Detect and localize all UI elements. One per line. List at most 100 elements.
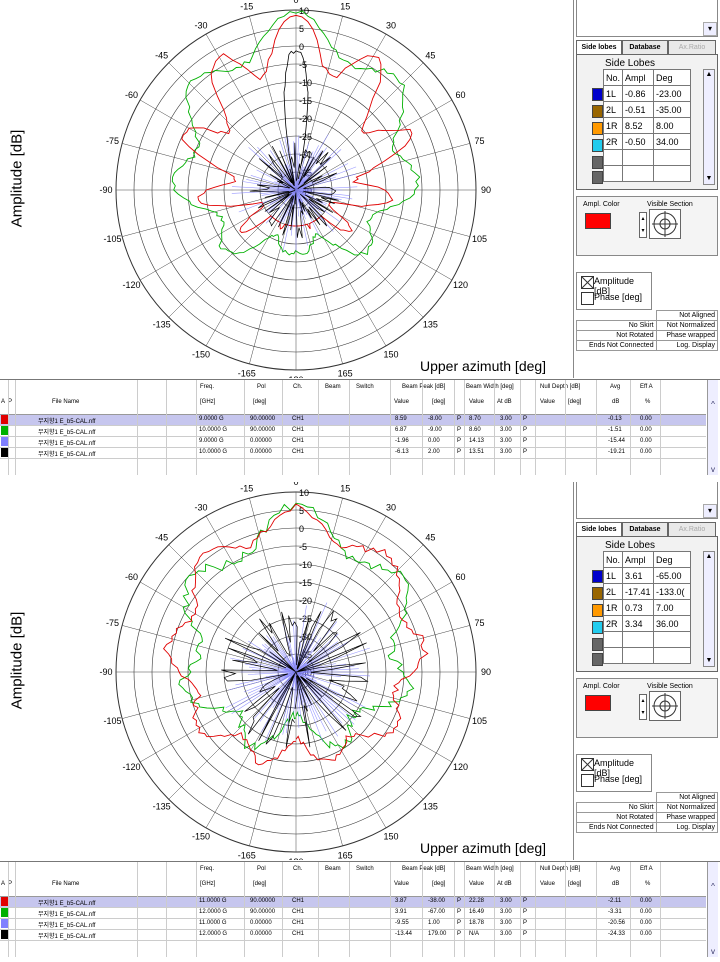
angle-tick-label: 180 — [288, 375, 303, 378]
status-ends-not-connected[interactable]: Ends Not Connected — [576, 340, 657, 351]
table-row[interactable]: 무지향1 E_b5-CAL.nff 9.0000 G 0.00000 CH1 -… — [0, 437, 706, 448]
grid-scrollbar[interactable]: ^ v — [707, 862, 718, 957]
scroll-up-icon[interactable]: ^ — [711, 882, 715, 891]
header-bp-unit: [deg] — [432, 399, 446, 405]
tab-database[interactable]: Database — [622, 40, 668, 54]
status-not-rotated[interactable]: Not Rotated — [576, 330, 657, 341]
series-color-black[interactable] — [1, 930, 8, 939]
polar-plot-2[interactable]: -150153045607590105120135150165180-165-1… — [0, 482, 574, 860]
visible-section-target-icon[interactable] — [649, 209, 681, 239]
scroll-down-icon[interactable]: v — [711, 947, 715, 956]
tab-database[interactable]: Database — [622, 522, 668, 536]
header-beam-width: Beam Width [deg] — [466, 384, 514, 390]
p-flag: P — [523, 416, 528, 422]
bp-value-cell: 3.91 — [395, 909, 407, 915]
tab-side-lobes[interactable]: Side lobes — [576, 40, 622, 55]
color-swatch-gray[interactable] — [592, 638, 603, 651]
table-row[interactable]: 무지향1 E_b5-CAL.nff 10.0000 G 0.00000 CH1 … — [0, 448, 706, 459]
status-phase-wrapped[interactable]: Phase wrapped — [655, 812, 719, 823]
status-no-skirt[interactable]: No Skirt — [576, 802, 657, 813]
angle-tick-label: 75 — [474, 618, 484, 628]
lobe-deg: 7.00 — [653, 599, 692, 616]
lobe-ampl: -0.86 — [622, 85, 655, 102]
unchecked-box-icon[interactable] — [581, 774, 594, 787]
status-ends-not-connected[interactable]: Ends Not Connected — [576, 822, 657, 833]
scroll-up-icon[interactable]: ▲ — [705, 71, 713, 78]
scroll-up-icon[interactable]: ▲ — [705, 553, 713, 560]
header-pol-unit: [deg] — [253, 399, 267, 405]
status-no-skirt[interactable]: No Skirt — [576, 320, 657, 331]
table-row[interactable]: 무지향1 E_b5-CAL.nff 12.0000 G 0.00000 CH1 … — [0, 930, 706, 941]
tab-ax-ratio[interactable]: Ax.Ratio — [668, 40, 716, 54]
bp-value-cell: -1.96 — [395, 438, 409, 444]
phase-checkbox[interactable]: Phase [deg] — [579, 773, 649, 787]
color-swatch-orange[interactable] — [592, 604, 603, 617]
table-row[interactable]: 무지향1 E_b5-CAL.nff 12.0000 G 90.00000 CH1… — [0, 908, 706, 919]
x-axis-label: Upper azimuth [deg] — [420, 840, 547, 856]
header-eff-unit: % — [645, 399, 651, 405]
status-log-display[interactable]: Log. Display — [655, 340, 719, 351]
series-color-blue[interactable] — [1, 437, 8, 446]
file-name-cell: 무지향1 E_b5-CAL.nff — [38, 934, 96, 940]
ring-tick-label: 0 — [299, 524, 304, 534]
status-log-display[interactable]: Log. Display — [655, 822, 719, 833]
series-color-red[interactable] — [1, 415, 8, 424]
status-not-aligned[interactable]: Not Aligned — [655, 310, 719, 321]
p-flag: P — [523, 898, 528, 904]
tab-ax-ratio[interactable]: Ax.Ratio — [668, 522, 716, 536]
amplitude-checkbox[interactable]: Amplitude [dB] — [579, 757, 649, 778]
tab-side-lobes[interactable]: Side lobes — [576, 522, 622, 537]
visible-section-target-icon[interactable] — [649, 691, 681, 721]
color-swatch-gray[interactable] — [592, 156, 603, 169]
polar-chart-svg: -150153045607590105120135150165180-165-1… — [99, 482, 491, 860]
status-phase-wrapped[interactable]: Phase wrapped — [655, 330, 719, 341]
series-color-green[interactable] — [1, 426, 8, 435]
amplitude-checkbox[interactable]: Amplitude [dB] — [579, 275, 649, 296]
grid-scrollbar[interactable]: ^ v — [707, 380, 718, 475]
series-color-black[interactable] — [1, 448, 8, 457]
table-row[interactable]: 무지향1 E_b5-CAL.nff 9.0000 G 90.00000 CH1 … — [0, 415, 706, 426]
angle-tick-label: -30 — [194, 503, 207, 513]
section-spinner[interactable]: ▴ ▾ — [639, 694, 647, 720]
scroll-down-icon[interactable]: ▾ — [703, 504, 717, 518]
scroll-down-icon[interactable]: v — [711, 465, 715, 474]
table-row[interactable]: 무지향1 E_b5-CAL.nff 11.0000 G 90.00000 CH1… — [0, 897, 706, 908]
grid-spoke — [295, 671, 387, 829]
phase-checkbox[interactable]: Phase [deg] — [579, 291, 649, 305]
color-swatch-blue[interactable] — [592, 570, 603, 583]
status-not-normalized[interactable]: Not Normalized — [655, 320, 719, 331]
color-swatch-cyan[interactable] — [592, 621, 603, 634]
ampl-color-swatch[interactable] — [585, 695, 611, 711]
color-swatch-orange[interactable] — [592, 122, 603, 135]
status-not-rotated[interactable]: Not Rotated — [576, 812, 657, 823]
table-row[interactable]: 무지향1 E_b5-CAL.nff 10.0000 G 90.00000 CH1… — [0, 426, 706, 437]
ring-tick-label: 10 — [299, 6, 309, 16]
scroll-down-icon[interactable]: ▼ — [705, 657, 713, 664]
scroll-down-icon[interactable]: ▾ — [703, 22, 717, 36]
unchecked-box-icon[interactable] — [581, 292, 594, 305]
scroll-up-icon[interactable]: ^ — [711, 400, 715, 409]
color-swatch-gray[interactable] — [592, 171, 603, 184]
side-lobes-scrollbar[interactable]: ▲ ▼ — [703, 69, 715, 185]
polar-plot-1[interactable]: -150153045607590105120135150165180-165-1… — [0, 0, 574, 378]
section-spinner[interactable]: ▴ ▾ — [639, 212, 647, 238]
color-swatch-gray[interactable] — [592, 653, 603, 666]
side-lobes-scrollbar[interactable]: ▲ ▼ — [703, 551, 715, 667]
checked-box-icon[interactable] — [581, 276, 594, 289]
status-not-aligned[interactable]: Not Aligned — [655, 792, 719, 803]
color-swatch-cyan[interactable] — [592, 139, 603, 152]
series-color-green[interactable] — [1, 908, 8, 917]
ampl-color-swatch[interactable] — [585, 213, 611, 229]
color-swatch-olive[interactable] — [592, 587, 603, 600]
scroll-down-icon[interactable]: ▼ — [705, 175, 713, 182]
p-flag: P — [523, 427, 528, 433]
header-null-depth: Null Depth [dB] — [540, 866, 581, 872]
series-color-blue[interactable] — [1, 919, 8, 928]
color-swatch-olive[interactable] — [592, 105, 603, 118]
bw-value-cell: 18.78 — [469, 920, 485, 926]
status-not-normalized[interactable]: Not Normalized — [655, 802, 719, 813]
series-color-red[interactable] — [1, 897, 8, 906]
table-row[interactable]: 무지향1 E_b5-CAL.nff 11.0000 G 0.00000 CH1 … — [0, 919, 706, 930]
color-swatch-blue[interactable] — [592, 88, 603, 101]
checked-box-icon[interactable] — [581, 758, 594, 771]
